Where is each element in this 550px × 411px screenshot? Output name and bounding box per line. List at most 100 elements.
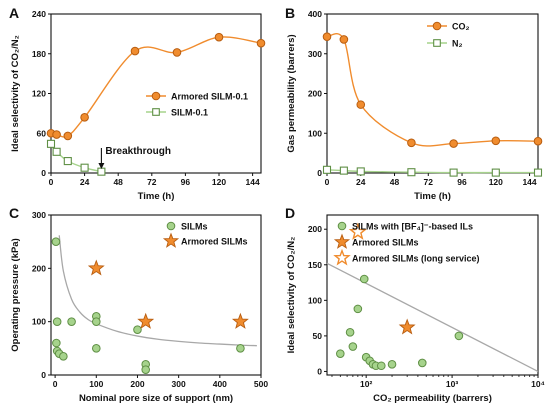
data-point bbox=[449, 168, 458, 177]
x-tick-label: 100 bbox=[89, 379, 103, 389]
x-tick-label: 120 bbox=[489, 177, 503, 187]
panel-label: A bbox=[9, 5, 19, 21]
legend-label: Armored SILMs bbox=[181, 237, 248, 247]
panel-label: C bbox=[9, 205, 19, 221]
y-tick-label: 100 bbox=[308, 295, 322, 305]
data-point bbox=[133, 325, 142, 334]
legend-marker bbox=[333, 248, 351, 266]
legend: SILMs Armored SILMs bbox=[162, 221, 248, 248]
data-point bbox=[97, 167, 106, 176]
series-line bbox=[50, 36, 262, 138]
data-point bbox=[322, 32, 332, 41]
x-tick-label: 200 bbox=[130, 379, 144, 389]
plot-frame bbox=[326, 214, 539, 376]
y-axis-label: Gas permeability (barrers) bbox=[286, 34, 297, 152]
legend-label: CO₂ bbox=[452, 22, 470, 32]
x-tick-label: 0 bbox=[49, 177, 54, 187]
y-axis-label: Operating pressure (kPa) bbox=[10, 238, 21, 352]
panel-label: B bbox=[285, 5, 295, 21]
data-point bbox=[359, 274, 369, 284]
y-tick-label: 300 bbox=[32, 210, 46, 220]
data-point bbox=[322, 165, 332, 174]
data-point bbox=[141, 365, 151, 374]
data-point bbox=[339, 166, 348, 175]
x-tick-label: 500 bbox=[254, 379, 268, 389]
y-tick-label: 100 bbox=[308, 128, 322, 138]
data-point bbox=[449, 139, 458, 148]
x-tick-label: 400 bbox=[213, 379, 227, 389]
legend-label: SILMs bbox=[181, 222, 208, 232]
data-point bbox=[172, 48, 182, 57]
y-tick-label: 0 bbox=[41, 370, 46, 380]
legend-marker bbox=[333, 233, 351, 249]
plot-frame bbox=[326, 13, 539, 174]
legend-label: SILMs with [BF₄]⁻-based ILs bbox=[352, 222, 473, 232]
x-tick-label: 24 bbox=[356, 177, 366, 187]
y-tick-label: 300 bbox=[308, 49, 322, 59]
panel-label: D bbox=[285, 205, 295, 221]
data-point bbox=[256, 38, 266, 48]
x-tick-label: 144 bbox=[246, 177, 260, 187]
data-point bbox=[63, 131, 73, 141]
data-point bbox=[356, 100, 366, 109]
trend-curve bbox=[58, 235, 257, 347]
series-line bbox=[326, 33, 539, 147]
legend-marker bbox=[166, 221, 176, 231]
y-tick-label: 100 bbox=[32, 317, 46, 327]
data-point bbox=[387, 360, 397, 369]
x-tick-label: 72 bbox=[147, 177, 157, 187]
y-tick-label: 180 bbox=[32, 49, 46, 59]
data-point bbox=[67, 317, 76, 326]
y-tick-label: 150 bbox=[308, 260, 322, 270]
chart-panel-a: A 0 24 48 72 96 120 144 0 60 120 180 240 Time (h) Idea… bbox=[9, 5, 266, 202]
data-point bbox=[491, 168, 500, 177]
data-point bbox=[52, 130, 61, 139]
data-point bbox=[353, 304, 363, 314]
data-point bbox=[80, 113, 89, 122]
y-tick-label: 200 bbox=[32, 263, 46, 273]
data-point bbox=[52, 317, 62, 326]
legend-label: Armored SILMs bbox=[352, 238, 419, 248]
data-point bbox=[356, 167, 365, 176]
data-point bbox=[52, 338, 61, 348]
data-point bbox=[348, 222, 367, 240]
data-point bbox=[80, 163, 89, 172]
y-tick-label: 240 bbox=[32, 9, 46, 19]
data-point bbox=[137, 312, 155, 329]
legend-marker bbox=[151, 91, 161, 101]
plot-frame bbox=[50, 214, 262, 376]
data-point bbox=[417, 358, 427, 368]
data-point bbox=[491, 136, 501, 146]
x-tick-label: 0 bbox=[325, 177, 330, 187]
legend-marker bbox=[152, 108, 160, 116]
data-point bbox=[236, 344, 245, 353]
y-tick-label: 0 bbox=[317, 168, 322, 178]
annotation-label: Breakthrough bbox=[105, 146, 171, 157]
data-point bbox=[376, 361, 386, 371]
x-tick-label: 48 bbox=[113, 177, 123, 187]
breakthrough-arrow-icon bbox=[98, 148, 105, 169]
y-axis-label: Ideal selectivity of CO₂/N₂ bbox=[286, 237, 297, 354]
x-tick-label: 120 bbox=[212, 177, 226, 187]
chart-panel-b: B 0 24 48 72 96 120 144 0 100 200 300 400 Time (h) Gas… bbox=[285, 5, 543, 202]
y-tick-label: 400 bbox=[308, 9, 322, 19]
x-axis-label: Time (h) bbox=[414, 191, 451, 202]
y-tick-label: 0 bbox=[41, 168, 46, 178]
legend-label: Armored SILM-0.1 bbox=[171, 92, 248, 102]
x-tick-label: 48 bbox=[390, 177, 400, 187]
x-tick-label: 10² bbox=[360, 379, 372, 389]
x-axis-label: Nominal pore size of support (nm) bbox=[79, 393, 233, 404]
data-point bbox=[231, 312, 249, 329]
data-point bbox=[407, 138, 416, 148]
data-point bbox=[214, 32, 224, 42]
data-point bbox=[91, 344, 101, 353]
legend: CO₂ N₂ bbox=[427, 22, 470, 49]
legend: SILMs with [BF₄]⁻-based ILs Armored SILMs… bbox=[333, 222, 480, 266]
y-tick-label: 0 bbox=[317, 366, 322, 376]
y-tick-label: 60 bbox=[37, 128, 47, 138]
legend: Armored SILM-0.1 SILM-0.1 bbox=[146, 92, 248, 118]
chart-panel-c: C 0 100 200 300 400 500 0 100 200 300 Nominal pore … bbox=[9, 205, 268, 404]
chart-panel-d: D 10² 10³ 10⁴ 0 50 100 150 200 CO₂ permeability (… bbox=[285, 205, 545, 404]
y-tick-label: 120 bbox=[32, 89, 46, 99]
